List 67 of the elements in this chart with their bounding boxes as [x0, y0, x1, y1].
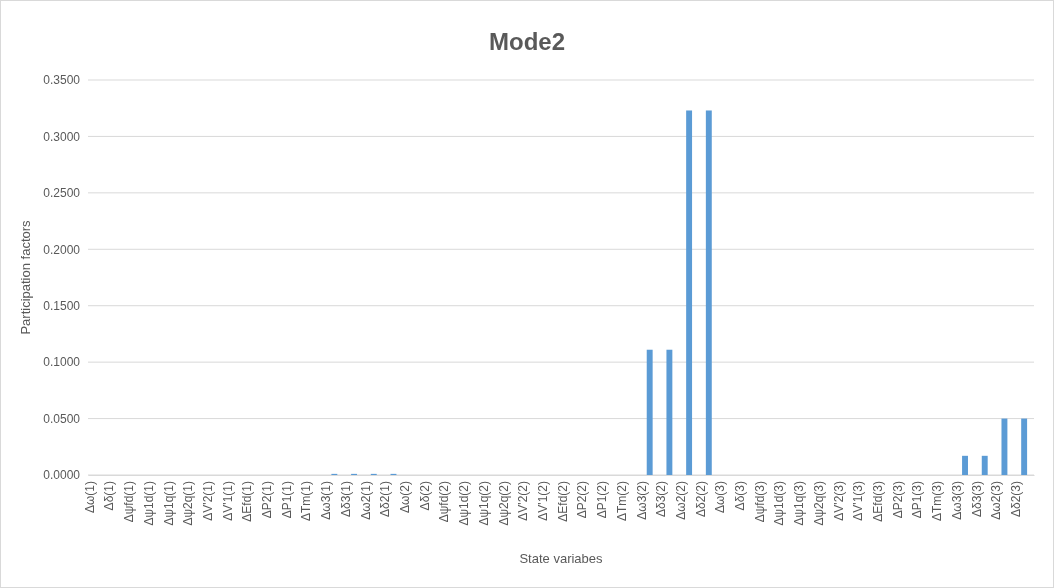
x-tick-label: Δδ(2) [417, 481, 432, 511]
x-tick-label: ΔEfd(1) [240, 481, 255, 522]
y-tick-label: 0.1500 [43, 299, 81, 314]
bar [981, 455, 988, 475]
y-tick-label: 0.3500 [43, 73, 81, 88]
x-tick-label: Δω2(3) [989, 481, 1004, 520]
x-tick-label: Δψ1q(3) [792, 481, 807, 526]
x-tick-label: ΔP2(1) [260, 481, 275, 519]
x-axis-title: State variabes [519, 551, 604, 566]
x-tick-label: ΔEfd(2) [555, 481, 570, 522]
x-tick-label: Δω(2) [397, 481, 412, 514]
chart-title: Mode2 [488, 28, 566, 55]
x-tick-label: ΔP1(3) [910, 481, 925, 519]
bar [1021, 418, 1028, 475]
x-tick-label: ΔTm(3) [930, 481, 945, 522]
x-tick-label: ΔV'1(3) [851, 481, 866, 521]
x-tick-label: ΔP1(1) [279, 481, 294, 519]
x-tick-label: Δψ2q(3) [811, 481, 826, 526]
x-tick-label: Δω2(1) [358, 481, 373, 520]
x-tick-label: ΔP1(2) [595, 481, 610, 519]
x-tick-label: Δδ(1) [102, 481, 117, 511]
bar [646, 349, 653, 475]
y-tick-label: 0.0500 [43, 411, 81, 426]
x-tick-label: Δω(3) [713, 481, 728, 514]
x-tick-label: Δδ(3) [733, 481, 748, 511]
x-tick-label: Δδ3(3) [969, 481, 984, 518]
x-tick-label: Δδ2(3) [1008, 481, 1023, 518]
x-tick-label: ΔV'2(3) [831, 481, 846, 521]
x-tick-label: ΔV'2(1) [200, 481, 215, 521]
y-tick-label: 0.3000 [43, 129, 81, 144]
x-tick-label: Δψ1d(2) [457, 481, 472, 526]
x-tick-label: Δψ1d(1) [141, 481, 156, 526]
bar [962, 455, 968, 475]
x-tick-label: Δψ1d(3) [772, 481, 787, 526]
bar [705, 110, 712, 475]
x-tick-label: Δψfd(3) [752, 481, 767, 523]
x-tick-label: Δδ2(1) [378, 481, 393, 518]
x-tick-label: ΔTm(2) [614, 481, 629, 522]
x-tick-label: Δψfd(2) [437, 481, 452, 523]
x-tick-label: ΔV'1(2) [535, 481, 550, 521]
y-tick-label: 0.0000 [43, 468, 81, 483]
y-tick-label: 0.2000 [43, 242, 81, 257]
x-tick-label: Δψ1q(1) [161, 481, 176, 526]
x-tick-label: ΔEfd(3) [870, 481, 885, 522]
x-tick-label: Δψ2q(1) [181, 481, 196, 526]
bar [1001, 418, 1008, 475]
x-tick-label: Δω2(2) [673, 481, 688, 520]
y-axis-title: Participation factors [18, 219, 33, 335]
y-tick-label: 0.1000 [43, 355, 81, 370]
x-tick-label: Δω3(1) [319, 481, 334, 520]
x-tick-label: Δω(1) [82, 481, 97, 514]
x-tick-label: ΔP2(2) [575, 481, 590, 519]
y-tick-label: 0.2500 [43, 186, 81, 201]
x-tick-label: Δδ3(2) [654, 481, 669, 518]
x-tick-label: ΔP2(3) [890, 481, 905, 519]
x-tick-label: Δω3(2) [634, 481, 649, 520]
bar [686, 110, 693, 475]
x-tick-label: ΔTm(1) [299, 481, 314, 522]
x-tick-label: Δδ3(1) [338, 481, 353, 518]
x-tick-label: Δψfd(1) [122, 481, 137, 523]
x-tick-label: Δψ2q(2) [496, 481, 511, 526]
x-tick-label: ΔV'2(2) [516, 481, 531, 521]
x-tick-label: Δψ1q(2) [476, 481, 491, 526]
x-tick-label: Δω3(3) [949, 481, 964, 520]
x-tick-label: Δδ2(2) [693, 481, 708, 518]
bar [666, 349, 673, 475]
x-tick-label: ΔV'1(1) [220, 481, 235, 521]
